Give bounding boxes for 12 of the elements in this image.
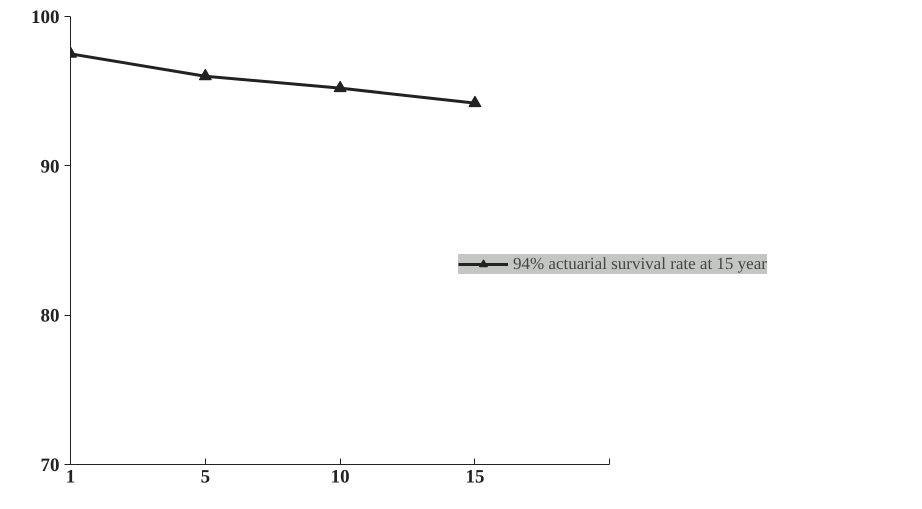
point — [468, 96, 482, 108]
legend-label: 94% actuarial survival rate at 15 year — [513, 254, 767, 274]
y-tick-label: 70 — [40, 455, 60, 476]
x-tick-label: 15 — [465, 466, 484, 488]
y-tick-label: 80 — [40, 306, 60, 327]
point — [334, 80, 347, 92]
y-tick-label: 90 — [40, 156, 60, 178]
point — [198, 68, 212, 80]
x-tick-label: 10 — [330, 466, 350, 488]
x-tick-label: 5 — [200, 466, 210, 488]
y-tick-label: 100 — [31, 7, 60, 28]
x-tick-label: 1 — [66, 466, 76, 488]
